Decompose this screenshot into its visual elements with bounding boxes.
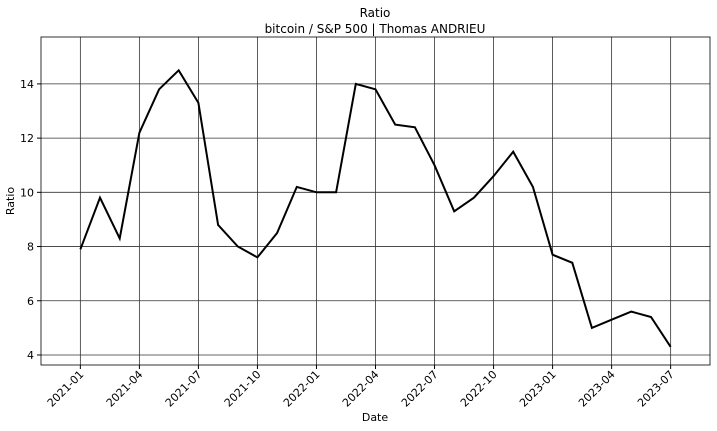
chart-subtitle: bitcoin / S&P 500 | Thomas ANDRIEU [265, 22, 486, 36]
plot-frame [40, 36, 711, 366]
y-tick-label: 14 [20, 78, 34, 91]
y-tick-label: 12 [20, 132, 34, 145]
y-tick-label: 6 [27, 295, 34, 308]
y-tick-label: 10 [20, 186, 34, 199]
x-axis-label: Date [362, 411, 389, 424]
chart-title: Ratio [360, 6, 391, 20]
line [79, 68, 672, 348]
y-axis-label: Ratio [4, 187, 17, 216]
y-tick-label: 8 [27, 241, 34, 254]
y-tick-label: 4 [27, 349, 34, 362]
